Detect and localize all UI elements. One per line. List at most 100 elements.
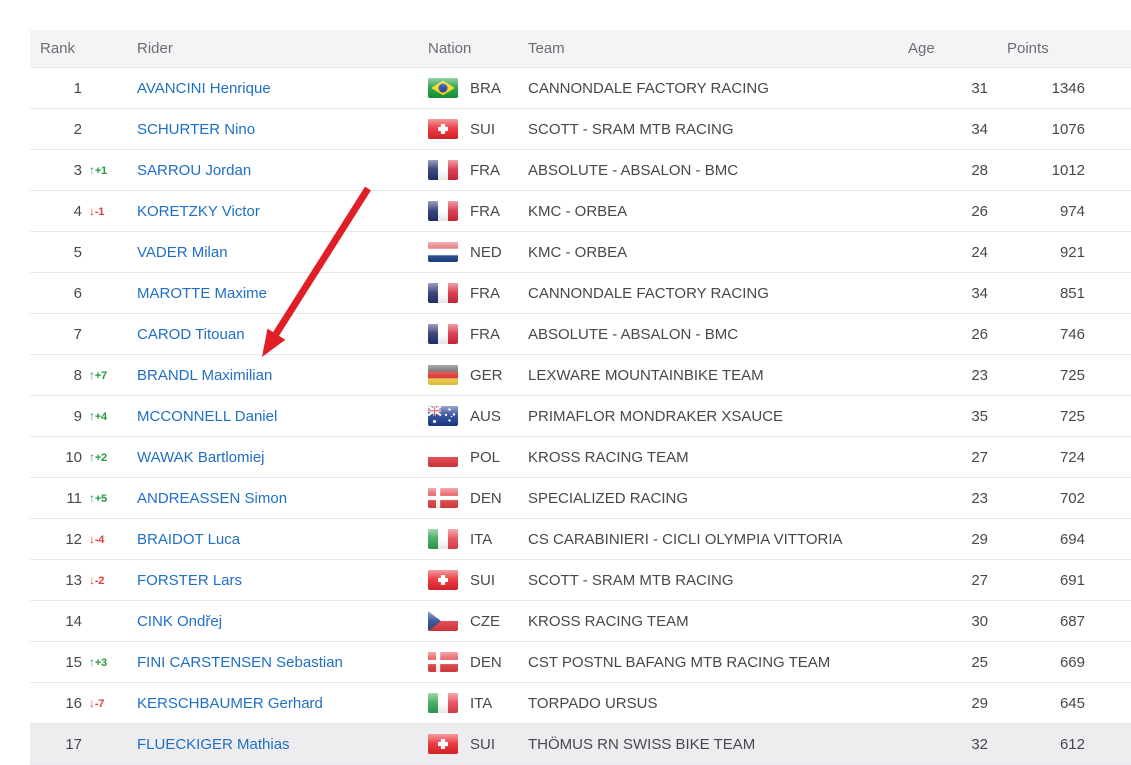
rank-value: 12	[65, 530, 82, 548]
rider-link[interactable]: CINK Ondřej	[137, 612, 223, 630]
rider-link[interactable]: ANDREASSEN Simon	[137, 489, 288, 507]
rank-value: 8	[73, 366, 82, 384]
points-value: 645	[1059, 694, 1085, 712]
points-value: 725	[1059, 366, 1085, 384]
flag-icon-den	[428, 652, 458, 672]
move-up-icon: ↑	[89, 368, 95, 382]
points-value: 725	[1059, 407, 1085, 425]
points-value: 1346	[1051, 79, 1085, 97]
age-value: 23	[971, 489, 988, 507]
team-name: KMC - ORBEA	[528, 243, 628, 261]
table-row: 1 AVANCINI Henrique BRA CANNONDALE FACTORY …	[30, 68, 1131, 109]
nation-code: BRA	[470, 79, 501, 97]
rider-link[interactable]: KERSCHBAUMER Gerhard	[137, 694, 323, 712]
column-header-team: Team	[528, 40, 565, 57]
age-value: 26	[971, 325, 988, 343]
team-name: CS CARABINIERI - CICLI OLYMPIA VITTORIA	[528, 530, 843, 548]
rank-value: 4	[73, 202, 82, 220]
age-value: 24	[971, 243, 988, 261]
age-value: 34	[971, 120, 988, 138]
table-row: 7 CAROD Titouan FRA ABSOLUTE - ABSALON - BM…	[30, 314, 1131, 355]
nation-code: SUI	[470, 120, 496, 138]
move-down-icon: ↓	[89, 532, 95, 546]
rider-link[interactable]: BRAIDOT Luca	[137, 530, 241, 548]
rider-link[interactable]: MCCONNELL Daniel	[137, 407, 278, 425]
rank-move-indicator: ↑+2	[89, 450, 107, 464]
ranking-table: Rank Rider Nation Team Age Points 1 AVANC…	[30, 30, 1131, 765]
table-row: 3 ↑+1 SARROU Jordan FRA ABSOLUTE - ABSALON -…	[30, 150, 1131, 191]
rank-value: 2	[73, 120, 82, 138]
nation-code: DEN	[470, 653, 502, 671]
team-name: CANNONDALE FACTORY RACING	[528, 284, 769, 302]
rider-link[interactable]: WAWAK Bartlomiej	[137, 448, 265, 466]
flag-icon-fra	[428, 201, 458, 221]
rank-value: 14	[65, 612, 82, 630]
move-up-icon: ↑	[89, 450, 95, 464]
points-value: 1076	[1051, 120, 1085, 138]
table-header: Rank Rider Nation Team Age Points	[30, 30, 1131, 68]
rider-link[interactable]: VADER Milan	[137, 243, 228, 261]
rank-move-indicator: ↑+5	[89, 491, 107, 505]
rank-value: 16	[65, 694, 82, 712]
table-row: 11 ↑+5 ANDREASSEN Simon DEN SPECIALIZED RACI…	[30, 478, 1131, 519]
team-name: CST POSTNL BAFANG MTB RACING TEAM	[528, 653, 831, 671]
team-name: THÖMUS RN SWISS BIKE TEAM	[528, 735, 756, 753]
table-row: 15 ↑+3 FINI CARSTENSEN Sebastian DEN CST POS…	[30, 642, 1131, 683]
nation-code: SUI	[470, 735, 496, 753]
rider-link[interactable]: KORETZKY Victor	[137, 202, 260, 220]
table-row: 17 FLUECKIGER Mathias SUI THÖMUS RN SWISS B…	[30, 724, 1131, 765]
table-row: 10 ↑+2 WAWAK Bartlomiej POL KROSS RACING TEA…	[30, 437, 1131, 478]
points-value: 851	[1059, 284, 1085, 302]
rider-link[interactable]: CAROD Titouan	[137, 325, 245, 343]
rider-link[interactable]: FINI CARSTENSEN Sebastian	[137, 653, 343, 671]
points-value: 1012	[1051, 161, 1085, 179]
points-value: 702	[1059, 489, 1085, 507]
team-name: SCOTT - SRAM MTB RACING	[528, 120, 734, 138]
rank-value: 13	[65, 571, 82, 589]
rank-value: 11	[66, 489, 82, 507]
team-name: ABSOLUTE - ABSALON - BMC	[528, 161, 739, 179]
team-name: LEXWARE MOUNTAINBIKE TEAM	[528, 366, 764, 384]
table-row: 13 ↓-2 FORSTER Lars SUI SCOTT - SRAM MTB RAC…	[30, 560, 1131, 601]
flag-icon-ita	[428, 529, 458, 549]
rank-value: 7	[73, 325, 82, 343]
rider-link[interactable]: FLUECKIGER Mathias	[137, 735, 290, 753]
rider-link[interactable]: BRANDL Maximilian	[137, 366, 273, 384]
flag-icon-bra	[428, 78, 458, 98]
nation-code: DEN	[470, 489, 502, 507]
rank-value: 1	[73, 79, 82, 97]
rider-link[interactable]: FORSTER Lars	[137, 571, 243, 589]
rider-link[interactable]: SARROU Jordan	[137, 161, 252, 179]
nation-code: AUS	[470, 407, 501, 425]
table-row: 5 VADER Milan NED KMC - ORBEA 24 921	[30, 232, 1131, 273]
team-name: ABSOLUTE - ABSALON - BMC	[528, 325, 739, 343]
flag-icon-fra	[428, 324, 458, 344]
team-name: CANNONDALE FACTORY RACING	[528, 79, 769, 97]
flag-icon-sui	[428, 570, 458, 590]
rider-link[interactable]: MAROTTE Maxime	[137, 284, 268, 302]
points-value: 691	[1059, 571, 1085, 589]
rider-link[interactable]: SCHURTER Nino	[137, 120, 256, 138]
age-value: 23	[971, 366, 988, 384]
table-row: 6 MAROTTE Maxime FRA CANNONDALE FACTORY RAC…	[30, 273, 1131, 314]
age-value: 30	[971, 612, 988, 630]
team-name: SPECIALIZED RACING	[528, 489, 689, 507]
column-header-rider: Rider	[137, 40, 173, 57]
table-row: 8 ↑+7 BRANDL Maximilian GER LEXWARE MOUNTAIN…	[30, 355, 1131, 396]
column-header-nation: Nation	[428, 40, 472, 57]
rank-value: 5	[73, 243, 82, 261]
points-value: 687	[1059, 612, 1085, 630]
column-header-age: Age	[908, 40, 935, 57]
table-row: 14 CINK Ondřej CZE KROSS RACING TEAM 30 687	[30, 601, 1131, 642]
rank-value: 10	[65, 448, 82, 466]
flag-icon-ger	[428, 365, 458, 385]
nation-code: CZE	[470, 612, 500, 630]
nation-code: FRA	[470, 284, 500, 302]
nation-code: FRA	[470, 325, 500, 343]
rank-move-indicator: ↓-1	[89, 204, 105, 218]
team-name: KROSS RACING TEAM	[528, 448, 689, 466]
points-value: 921	[1059, 243, 1085, 261]
points-value: 724	[1059, 448, 1085, 466]
rider-link[interactable]: AVANCINI Henrique	[137, 79, 271, 97]
age-value: 27	[971, 571, 988, 589]
